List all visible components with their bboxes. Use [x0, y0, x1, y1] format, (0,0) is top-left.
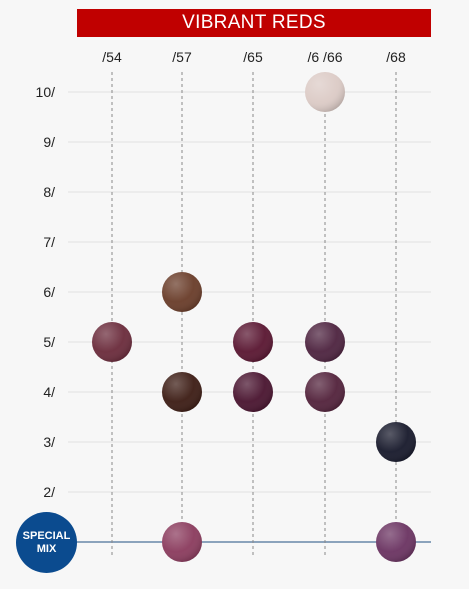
special-mix-badge: SPECIAL MIX — [16, 512, 77, 573]
color-swatch[interactable] — [305, 372, 345, 412]
row-label: 10/ — [36, 84, 56, 100]
column-label: /6 /66 — [307, 49, 342, 65]
row-label: 5/ — [43, 334, 55, 350]
special-mix-line1: SPECIAL — [22, 529, 71, 542]
chart-title-banner: VIBRANT REDS — [77, 9, 431, 37]
color-swatch[interactable] — [162, 372, 202, 412]
color-swatch[interactable] — [233, 372, 273, 412]
row-label: 3/ — [43, 434, 55, 450]
column-label: /57 — [172, 49, 192, 65]
color-swatch[interactable] — [162, 522, 202, 562]
color-swatch[interactable] — [92, 322, 132, 362]
color-swatch[interactable] — [162, 272, 202, 312]
row-label: 6/ — [43, 284, 55, 300]
chart-title: VIBRANT REDS — [182, 12, 326, 33]
row-label: 9/ — [43, 134, 55, 150]
special-mix-line2: MIX — [36, 542, 57, 555]
column-label: /65 — [243, 49, 263, 65]
color-swatch[interactable] — [233, 322, 273, 362]
color-swatch[interactable] — [305, 72, 345, 112]
color-swatch[interactable] — [376, 522, 416, 562]
column-label: /68 — [386, 49, 406, 65]
row-label: 4/ — [43, 384, 55, 400]
color-swatch[interactable] — [305, 322, 345, 362]
row-label: 2/ — [43, 484, 55, 500]
color-swatch[interactable] — [376, 422, 416, 462]
row-label: 8/ — [43, 184, 55, 200]
column-label: /54 — [102, 49, 122, 65]
row-label: 7/ — [43, 234, 55, 250]
